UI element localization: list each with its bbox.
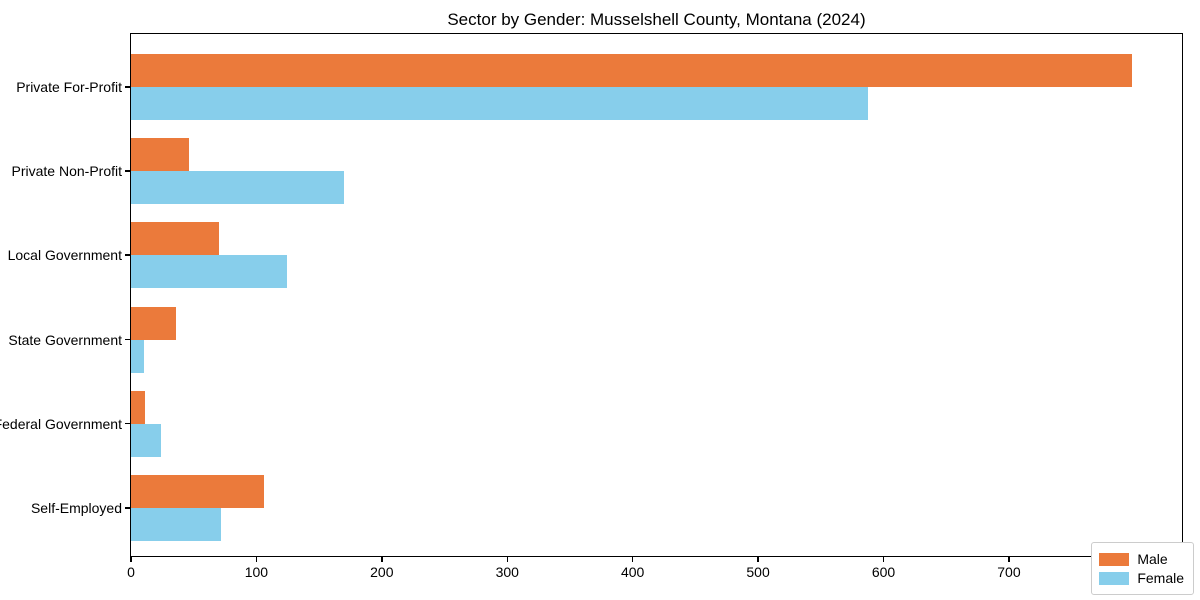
x-tick: [381, 557, 383, 562]
x-tick: [255, 557, 258, 562]
y-tick: [125, 507, 130, 509]
y-tick: [125, 86, 130, 88]
legend-row: Female: [1099, 570, 1184, 586]
y-tick: [125, 254, 130, 256]
male-bar: [131, 54, 1132, 87]
x-tick: [757, 557, 759, 562]
female-bar: [131, 171, 345, 205]
category-label: Private Non-Profit: [11, 163, 122, 180]
female-bar: [131, 255, 287, 289]
male-swatch-icon: [1099, 552, 1130, 566]
female-bar: [131, 87, 869, 120]
x-tick: [506, 557, 508, 562]
male-bar: [131, 138, 189, 172]
female-swatch-icon: [1099, 571, 1130, 585]
category-label: State Government: [8, 331, 122, 348]
category-label: Private For-Profit: [16, 79, 122, 95]
x-tick-label: 400: [620, 564, 645, 580]
x-tick: [631, 557, 634, 562]
y-tick: [125, 422, 130, 425]
legend-label: Male: [1137, 551, 1168, 567]
male-bar: [131, 222, 219, 256]
x-tick: [882, 557, 885, 562]
legend-row: Male: [1099, 551, 1184, 567]
male-bar: [131, 306, 177, 340]
y-tick: [125, 338, 130, 341]
x-tick-label: 600: [871, 564, 896, 580]
category-label: Federal Government: [0, 415, 122, 432]
legend: Male Female: [1091, 542, 1194, 595]
male-bar: [131, 475, 264, 508]
plot-area: [130, 33, 1183, 557]
x-tick-label: 100: [244, 564, 269, 580]
female-bar: [131, 508, 222, 541]
x-tick-label: 500: [746, 564, 770, 580]
female-bar: [131, 339, 144, 373]
x-tick: [130, 557, 132, 562]
chart-title: Sector by Gender: Musselshell County, Mo…: [447, 10, 866, 29]
x-tick-label: 700: [997, 564, 1021, 580]
y-tick: [125, 170, 130, 172]
category-label: Self-Employed: [30, 500, 122, 516]
category-label: Local Government: [7, 247, 122, 264]
x-tick: [1008, 557, 1010, 562]
x-tick-label: 200: [370, 564, 394, 580]
legend-label: Female: [1137, 570, 1184, 586]
female-bar: [131, 423, 162, 457]
x-tick-label: 300: [495, 564, 519, 580]
male-bar: [131, 390, 145, 424]
x-tick-label: 0: [127, 564, 135, 580]
